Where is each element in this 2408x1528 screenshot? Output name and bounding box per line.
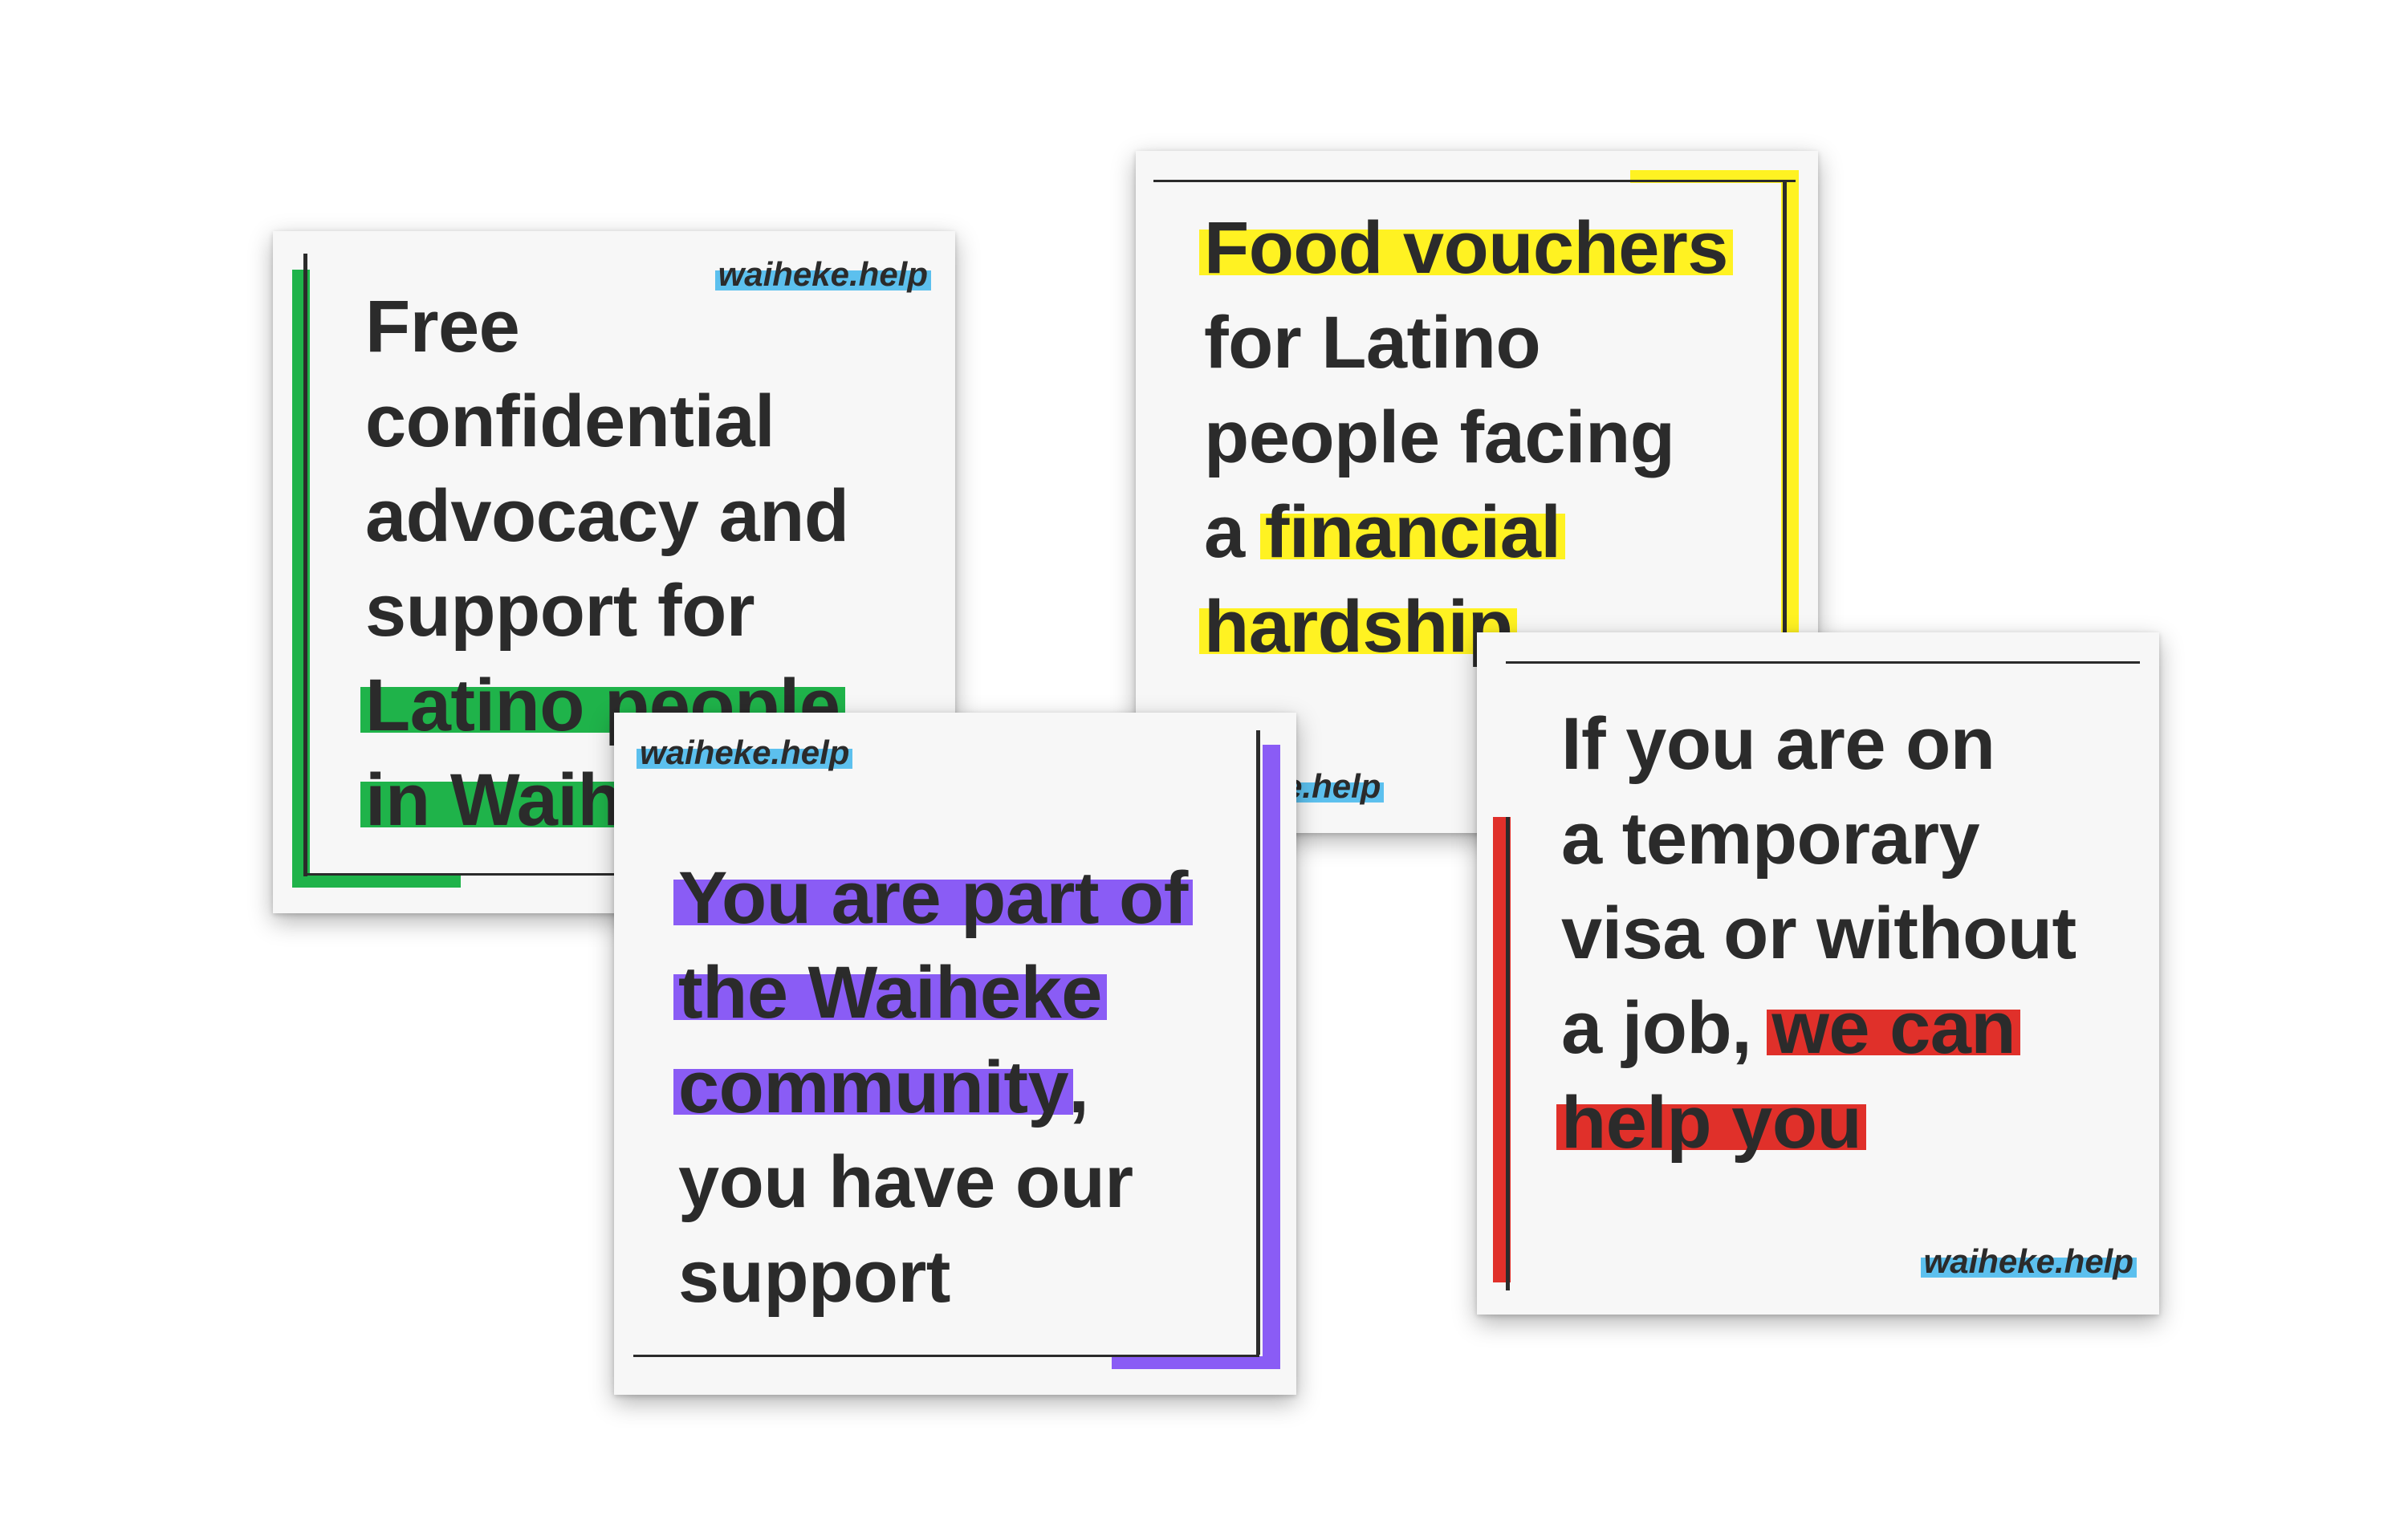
card-purple-accent-bar-vertical	[1263, 745, 1280, 1369]
headline-highlight: Food vouchers	[1199, 207, 1733, 289]
card-purple-accent-bar-horizontal	[1112, 1356, 1280, 1369]
headline-line: confidential	[365, 380, 775, 462]
headline-line: If you are on	[1561, 703, 1995, 785]
card-green-headline: Free confidential advocacy and support f…	[360, 279, 943, 847]
headline-line: advocacy and	[365, 475, 849, 557]
card-purple-headline: You are part of the Waiheke community, y…	[673, 851, 1256, 1324]
card-purple-rule-horizontal	[633, 1355, 1259, 1357]
headline-highlight: hardship	[1199, 586, 1518, 668]
headline-highlight: You are part of	[673, 857, 1193, 939]
headline-line: a temporary	[1561, 798, 1980, 880]
card-purple-rule-vertical	[1256, 730, 1260, 1355]
headline-line: you have our	[678, 1141, 1133, 1223]
card-red-rule-vertical	[1506, 817, 1510, 1290]
headline-line: a job,	[1561, 987, 1772, 1069]
card-yellow-headline: Food vouchers for Latino people facing a…	[1199, 201, 1782, 674]
card-yellow-rule-vertical	[1783, 180, 1787, 814]
card-red-headline: If you are on a temporary visa or withou…	[1556, 697, 2139, 1170]
headline-line: visa or without	[1561, 892, 2076, 974]
card-green-accent-bar-horizontal	[292, 875, 461, 888]
headline-highlight: we can	[1767, 987, 2021, 1069]
headline-highlight: community	[673, 1046, 1074, 1128]
headline-line: a	[1204, 491, 1265, 573]
card-green: waiheke.help Free confidential advocacy …	[273, 231, 955, 913]
headline-line: for Latino	[1204, 302, 1541, 384]
headline-line: people facing	[1204, 396, 1675, 478]
card-green-rule-vertical	[303, 254, 307, 876]
card-purple: waiheke.help You are part of the Waiheke…	[614, 713, 1296, 1395]
brand-label[interactable]: waiheke.help	[637, 734, 853, 772]
brand-label[interactable]: waiheke.help	[714, 255, 931, 294]
headline-line: support	[678, 1236, 950, 1318]
headline-line: support for	[365, 570, 755, 652]
card-red-rule-horizontal	[1506, 661, 2140, 664]
headline-highlight: financial	[1259, 491, 1566, 573]
card-red: waiheke.help If you are on a temporary v…	[1477, 632, 2159, 1315]
brand-label[interactable]: waiheke.help	[1920, 1242, 2137, 1281]
headline-line: ,	[1068, 1046, 1089, 1128]
headline-highlight: the Waiheke	[673, 952, 1107, 1034]
card-yellow-rule-horizontal	[1153, 180, 1796, 182]
headline-highlight: help you	[1556, 1082, 1867, 1164]
headline-line: Free	[365, 286, 520, 368]
